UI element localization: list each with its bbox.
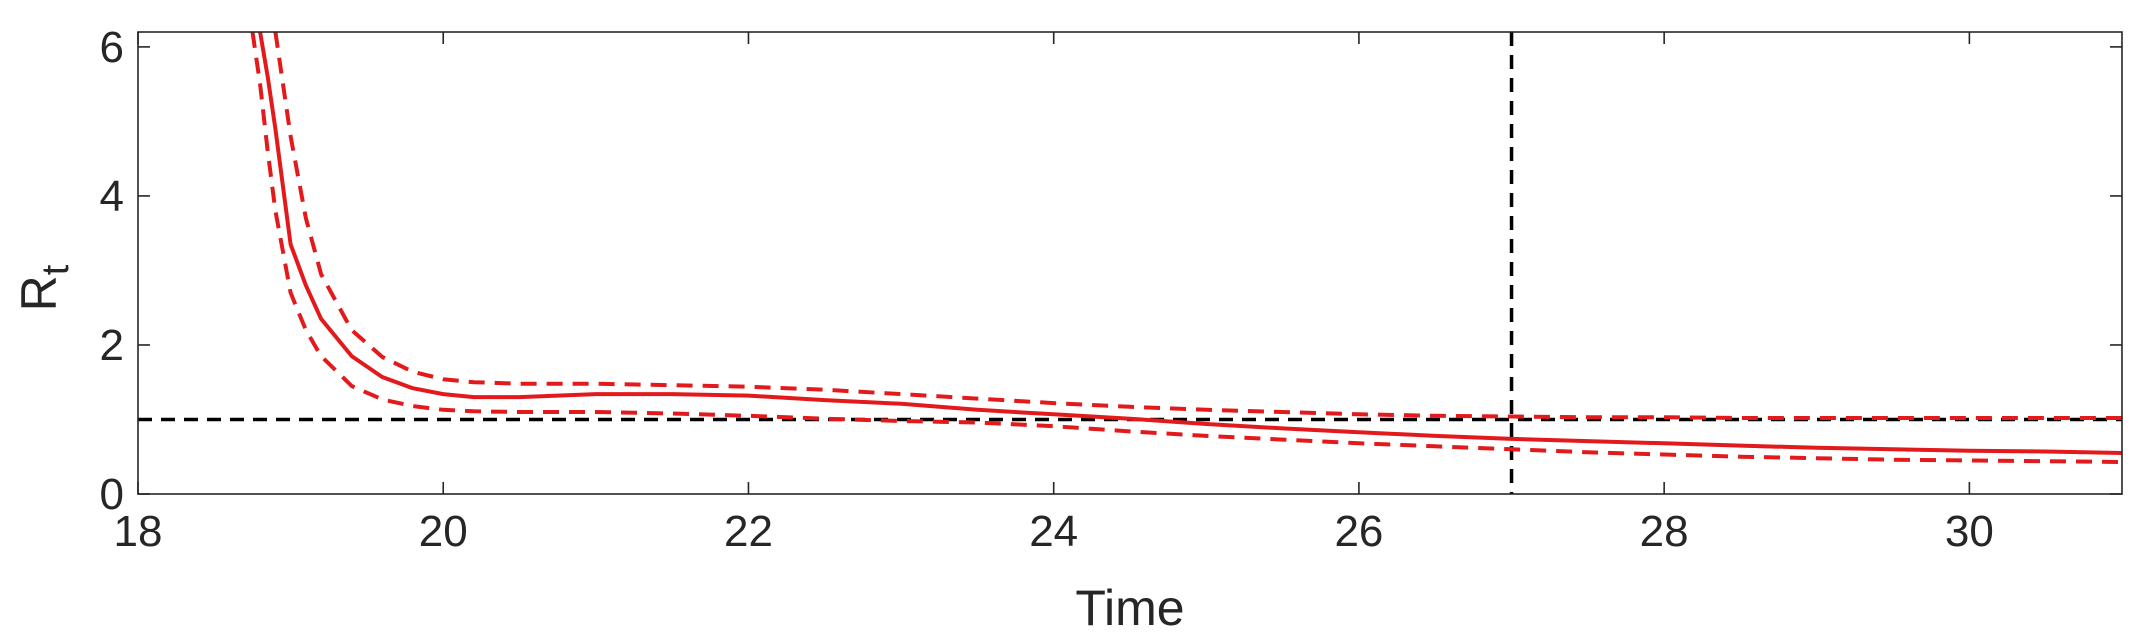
x-axis-title: Time <box>1075 580 1184 636</box>
y-axis-title-subscript: t <box>35 264 77 275</box>
x-tick-label: 24 <box>1029 507 1078 556</box>
x-tick-label: 26 <box>1334 507 1383 556</box>
x-tick-label: 28 <box>1640 507 1689 556</box>
x-tick-label: 22 <box>724 507 773 556</box>
y-tick-label: 4 <box>100 172 124 221</box>
plot-frame <box>137 31 2123 495</box>
y-tick-label: 2 <box>100 321 124 370</box>
series-lower-bound-line <box>250 32 2122 464</box>
series-upper-bound-line <box>273 32 2122 420</box>
x-tick-label: 20 <box>419 507 468 556</box>
y-tick-label: 6 <box>100 23 124 72</box>
x-tick-label: 30 <box>1945 507 1994 556</box>
series-estimate-line <box>258 32 2122 455</box>
y-axis-title-main: R <box>11 275 67 311</box>
x-tick-label: 18 <box>114 507 163 556</box>
y-tick-label: 0 <box>100 470 124 519</box>
y-axis-title: Rt <box>11 264 77 311</box>
data-layer <box>138 32 2122 494</box>
